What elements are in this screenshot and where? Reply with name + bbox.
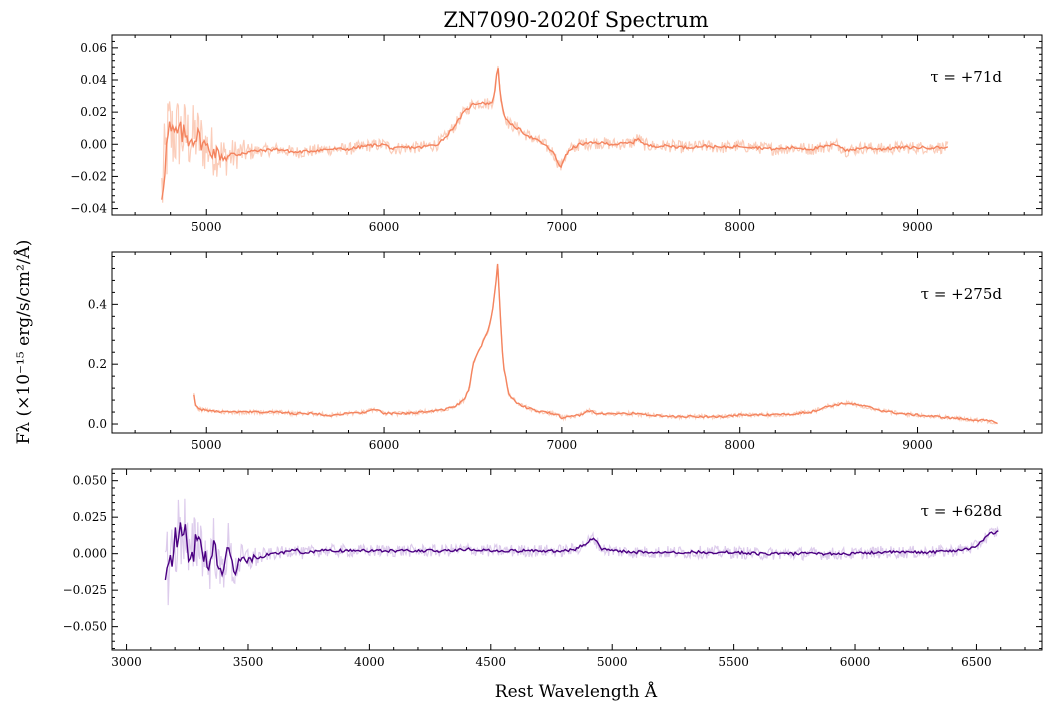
y-tick-label: −0.025	[63, 583, 107, 597]
raw-spectrum-line	[193, 265, 998, 425]
y-tick-label: −0.050	[63, 620, 107, 634]
raw-spectrum-line	[164, 498, 999, 606]
x-tick-label: 3500	[233, 655, 264, 669]
smoothed-spectrum-line	[193, 263, 998, 425]
plot-frame	[111, 468, 1043, 651]
plot-frame	[111, 251, 1043, 434]
x-tick-label: 6000	[840, 655, 871, 669]
x-tick-label: 4500	[476, 655, 507, 669]
x-tick-label: 6000	[369, 438, 400, 452]
x-tick-label: 7000	[547, 438, 578, 452]
raw-spectrum-line	[161, 65, 949, 203]
x-tick-label: 5000	[191, 438, 222, 452]
x-axis-label: Rest Wavelength Å	[495, 681, 658, 702]
epoch-annotation: τ = +628d	[921, 502, 1003, 520]
y-tick-label: 0.2	[88, 357, 107, 371]
epoch-annotation: τ = +275d	[921, 285, 1003, 303]
x-tick-label: 4000	[354, 655, 385, 669]
y-tick-label: 0.00	[80, 137, 107, 151]
y-tick-label: 0.0	[88, 417, 107, 431]
y-tick-label: 0.4	[88, 297, 107, 311]
y-tick-label: −0.02	[70, 169, 107, 183]
y-tick-label: 0.025	[73, 510, 107, 524]
panel-628d: 3000 3500 4000 4500 5000 5500 6000 6500 −0.050 −0…	[63, 468, 1043, 669]
x-tick-label: 6000	[369, 220, 400, 234]
x-tick-label: 3000	[111, 655, 142, 669]
x-tick-label: 6500	[961, 655, 992, 669]
x-tick-label: 5000	[597, 655, 628, 669]
epoch-annotation: τ = +71d	[930, 68, 1002, 86]
y-tick-label: 0.000	[73, 547, 107, 561]
panel-71d: 5000 6000 7000 8000 9000 −0.04 −0.02 0.00 0.02 0.…	[70, 34, 1043, 234]
panel-275d: 5000 6000 7000 8000 9000 0.0 0.2 0.4 τ = +275d	[88, 251, 1043, 452]
smoothed-spectrum-line	[161, 68, 949, 200]
y-tick-label: −0.04	[70, 202, 107, 216]
x-tick-label: 7000	[547, 220, 578, 234]
x-tick-label: 8000	[724, 438, 755, 452]
y-tick-label: 0.04	[80, 73, 107, 87]
x-tick-label: 9000	[902, 438, 933, 452]
y-tick-label: 0.06	[80, 41, 107, 55]
smoothed-spectrum-line	[164, 522, 999, 581]
chart-title: ZN7090-2020f Spectrum	[443, 8, 708, 32]
x-tick-label: 5500	[718, 655, 749, 669]
plot-frame	[111, 34, 1043, 216]
x-tick-label: 8000	[724, 220, 755, 234]
x-tick-label: 5000	[191, 220, 222, 234]
y-tick-label: 0.02	[80, 105, 107, 119]
x-tick-label: 9000	[902, 220, 933, 234]
y-tick-label: 0.050	[73, 474, 107, 488]
y-axis-label: Fλ (×10⁻¹⁵ erg/s/cm²/Å)	[13, 240, 34, 445]
